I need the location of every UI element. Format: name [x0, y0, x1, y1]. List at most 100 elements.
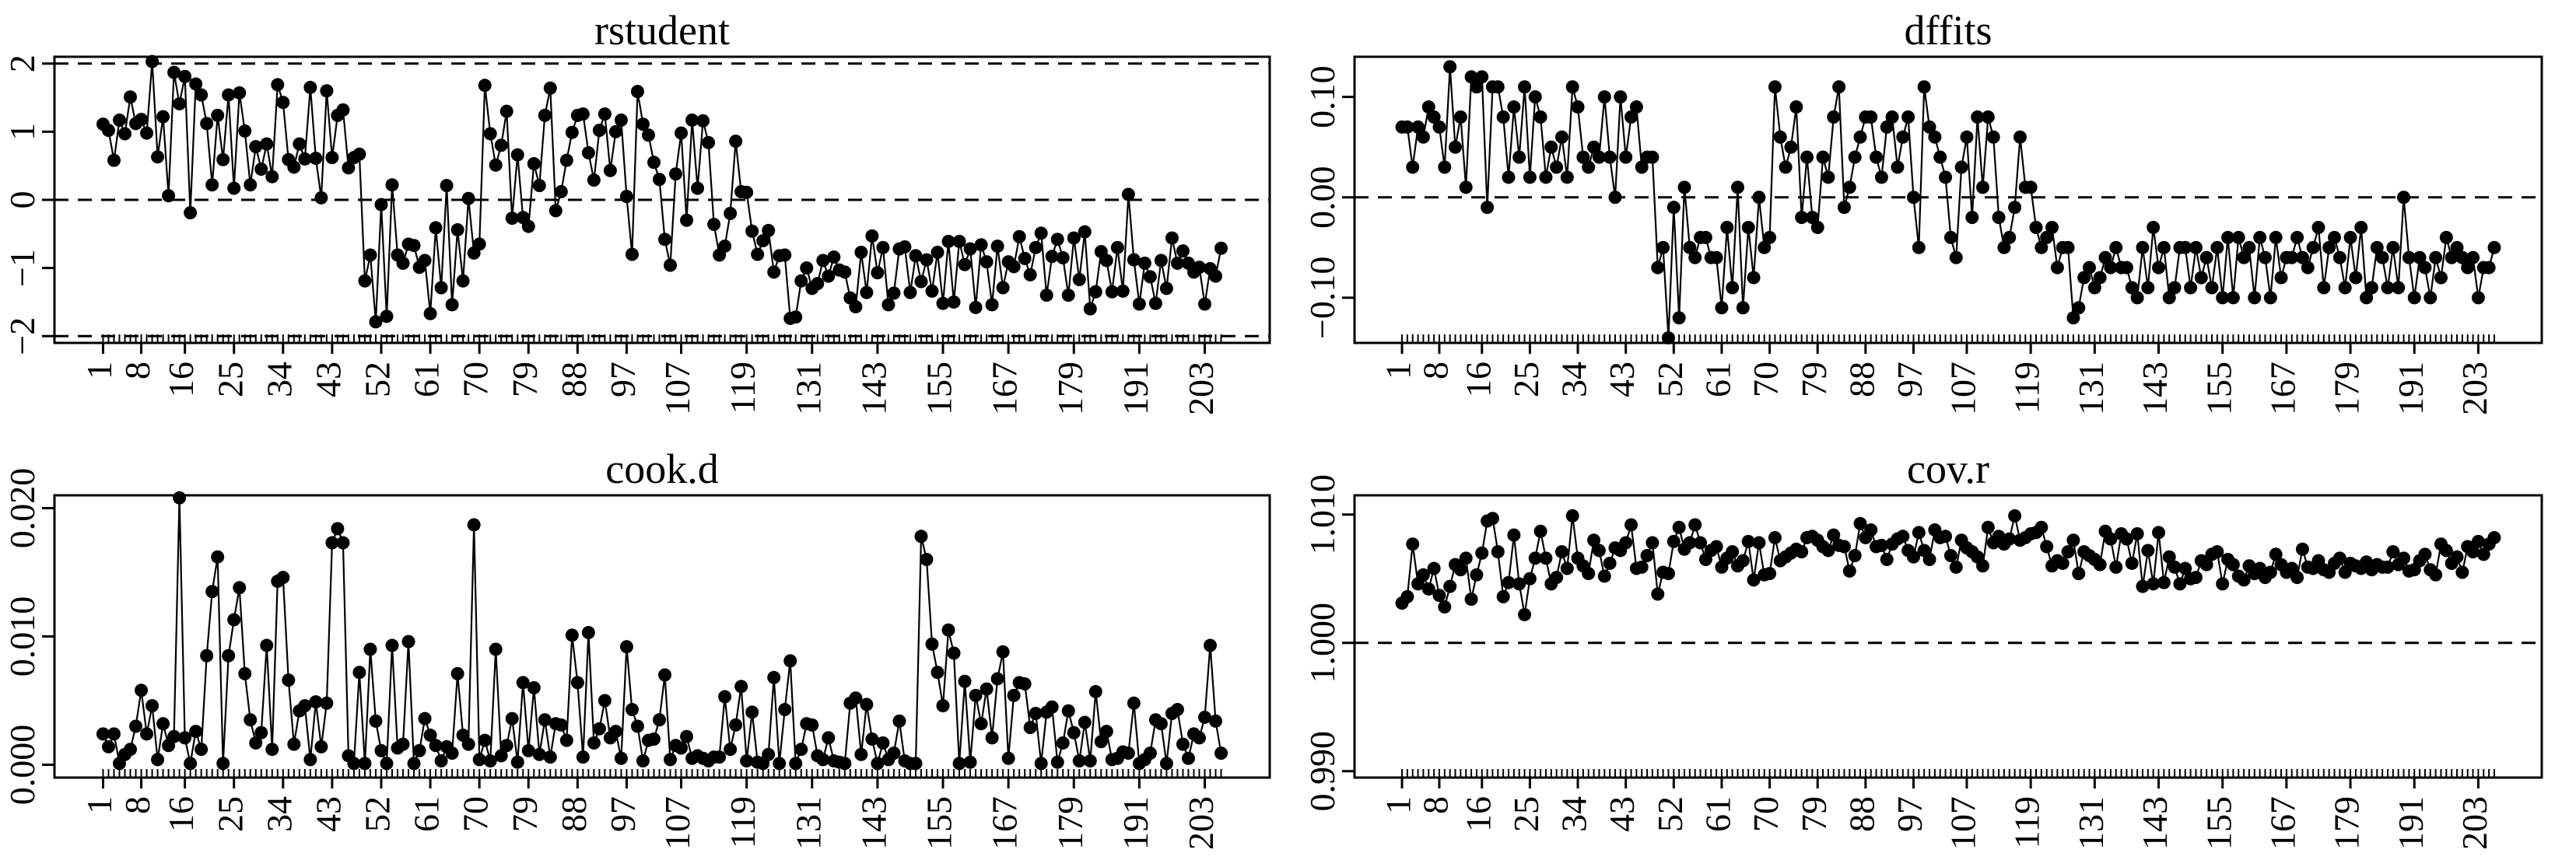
data-point [2189, 571, 2203, 585]
data-point [2381, 281, 2395, 295]
x-tick-label: 203 [1181, 796, 1221, 850]
data-point [1571, 100, 1585, 114]
data-point [1121, 187, 1135, 201]
data-point [2418, 547, 2432, 561]
data-point [167, 65, 181, 79]
data-point [352, 666, 366, 680]
data-point [1837, 201, 1851, 215]
x-tick-label: 107 [1943, 796, 1983, 850]
data-point [969, 688, 983, 702]
data-point [1614, 90, 1628, 104]
data-point [2424, 291, 2438, 305]
y-tick-label: 0.10 [1302, 65, 1342, 128]
data-point [2364, 281, 2378, 295]
x-tick-label: 88 [1842, 362, 1881, 397]
data-point [456, 274, 470, 288]
data-point [860, 697, 874, 711]
data-point [1400, 120, 1414, 134]
data-point [244, 713, 258, 727]
data-point [1127, 253, 1141, 267]
data-point [2024, 180, 2038, 194]
data-point [729, 135, 743, 149]
data-point [309, 695, 323, 709]
data-point [1928, 130, 1942, 144]
data-point [472, 753, 486, 767]
data-point [669, 167, 683, 181]
x-tick-label: 143 [2135, 796, 2175, 850]
data-point [1758, 240, 1772, 254]
data-point [1496, 589, 1510, 603]
data-point [1443, 579, 1457, 593]
data-point [499, 104, 513, 118]
data-point [1694, 536, 1708, 550]
x-tick-label: 52 [1650, 796, 1690, 832]
data-point [2035, 240, 2049, 254]
data-point [96, 727, 110, 741]
data-point [1411, 120, 1425, 134]
data-point [1981, 520, 1995, 534]
data-point [1912, 240, 1926, 254]
data-point [2072, 301, 2086, 315]
x-tick-label: 79 [505, 362, 545, 397]
panel-title: rstudent [594, 7, 730, 54]
data-point [1683, 536, 1697, 550]
data-point [1986, 130, 2000, 144]
data-point [325, 151, 339, 165]
data-point [178, 69, 192, 83]
data-point [2295, 542, 2309, 556]
data-point [1204, 638, 1218, 652]
data-point [2248, 291, 2262, 305]
x-tick-label: 1 [1379, 362, 1418, 379]
data-point [2119, 532, 2133, 546]
data-point [249, 736, 263, 750]
data-point [1034, 757, 1048, 771]
data-point [2003, 532, 2017, 546]
data-point [1127, 696, 1141, 710]
data-point [1587, 140, 1601, 154]
data-point [1485, 512, 1499, 526]
data-point [794, 743, 808, 757]
data-point [1582, 160, 1596, 174]
data-point [244, 178, 258, 192]
data-point [1023, 721, 1037, 735]
data-point [980, 682, 994, 696]
x-tick-label: 179 [1050, 362, 1090, 415]
data-point [931, 245, 945, 259]
y-tick-label: −1 [2, 249, 42, 287]
data-point [1901, 110, 1915, 124]
data-point [298, 699, 312, 713]
data-point [587, 736, 601, 750]
data-point [675, 126, 689, 140]
data-point [2487, 530, 2501, 544]
data-point [925, 637, 939, 651]
x-tick-label: 88 [554, 796, 594, 832]
data-point [1099, 725, 1113, 739]
data-point [1896, 130, 1910, 144]
data-point [1949, 250, 1963, 264]
data-point [1083, 302, 1097, 316]
data-point [2338, 281, 2352, 295]
data-point [647, 156, 661, 170]
data-point [1939, 530, 1953, 544]
data-point [2152, 260, 2166, 274]
data-point [1656, 240, 1670, 254]
data-point [1507, 528, 1521, 542]
data-point [1416, 568, 1430, 582]
data-point [1768, 80, 1782, 94]
data-point [1427, 561, 1441, 575]
data-point [140, 727, 154, 741]
x-tick-label: 61 [1698, 796, 1738, 832]
data-point [1805, 211, 1819, 225]
data-point [521, 219, 535, 233]
data-point [811, 277, 825, 291]
data-point [2370, 240, 2384, 254]
data-point [309, 152, 323, 166]
data-point [1116, 284, 1130, 298]
data-point [543, 81, 557, 95]
data-point [1121, 746, 1135, 760]
data-point [1874, 538, 1888, 552]
data-point [2104, 260, 2118, 274]
data-point [2013, 130, 2027, 144]
data-point [1088, 684, 1102, 698]
data-point [2269, 547, 2283, 561]
